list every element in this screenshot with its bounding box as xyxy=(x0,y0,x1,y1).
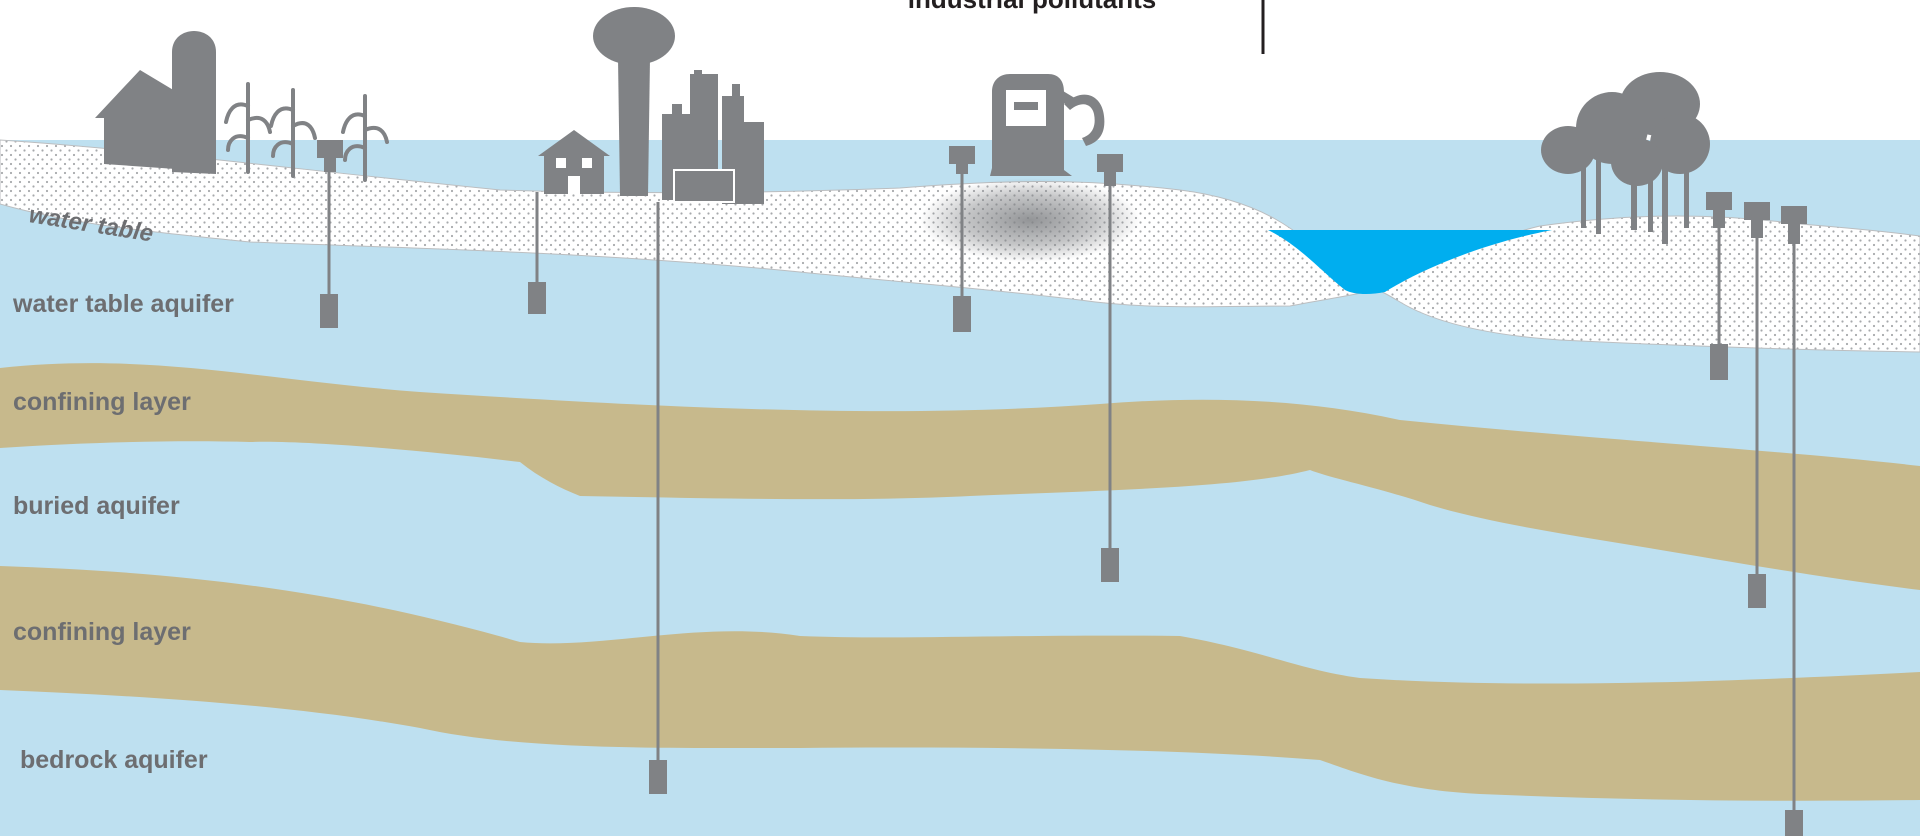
well-gas-shallow-screen xyxy=(953,296,971,332)
well-industrial-screen xyxy=(649,760,667,794)
trees-icon xyxy=(1541,72,1710,244)
corn-icon xyxy=(224,82,389,182)
layer-label-bedrock-aquifer: bedrock aquifer xyxy=(20,746,208,774)
industrial-pollutants-label: industrial pollutants xyxy=(908,0,1156,14)
silo-icon xyxy=(172,31,216,174)
confining-layer-upper xyxy=(0,363,1920,590)
well-farm xyxy=(317,140,343,328)
well-forest-middle xyxy=(1744,202,1770,608)
layer-label-water-table-aquifer: water table aquifer xyxy=(12,290,234,318)
layer-label-confining-layer-2: confining layer xyxy=(13,618,191,646)
well-forest-middle-screen xyxy=(1748,574,1766,608)
well-house xyxy=(528,192,546,314)
confining-layer-lower xyxy=(0,566,1920,801)
barn-icon xyxy=(95,70,190,170)
contamination-plume xyxy=(920,178,1140,262)
well-forest-shallow xyxy=(1706,192,1732,380)
well-gas-deep-screen xyxy=(1101,548,1119,582)
well-forest-deep-screen xyxy=(1785,810,1803,836)
water-tower-icon xyxy=(593,7,675,196)
well-forest-deep xyxy=(1781,206,1807,836)
well-house-screen xyxy=(528,282,546,314)
layer-label-buried-aquifer: buried aquifer xyxy=(13,492,180,520)
well-gas-station-shallow xyxy=(949,146,975,332)
well-gas-station-deep xyxy=(1097,154,1123,582)
well-forest-shallow-screen xyxy=(1710,344,1728,380)
well-industrial xyxy=(649,202,667,794)
factory-icon xyxy=(662,70,764,204)
house-icon xyxy=(538,130,610,194)
surface-water xyxy=(1268,230,1552,295)
layer-label-confining-layer-1: confining layer xyxy=(13,388,191,416)
well-farm-screen xyxy=(320,294,338,328)
gas-pump-icon xyxy=(990,74,1105,176)
